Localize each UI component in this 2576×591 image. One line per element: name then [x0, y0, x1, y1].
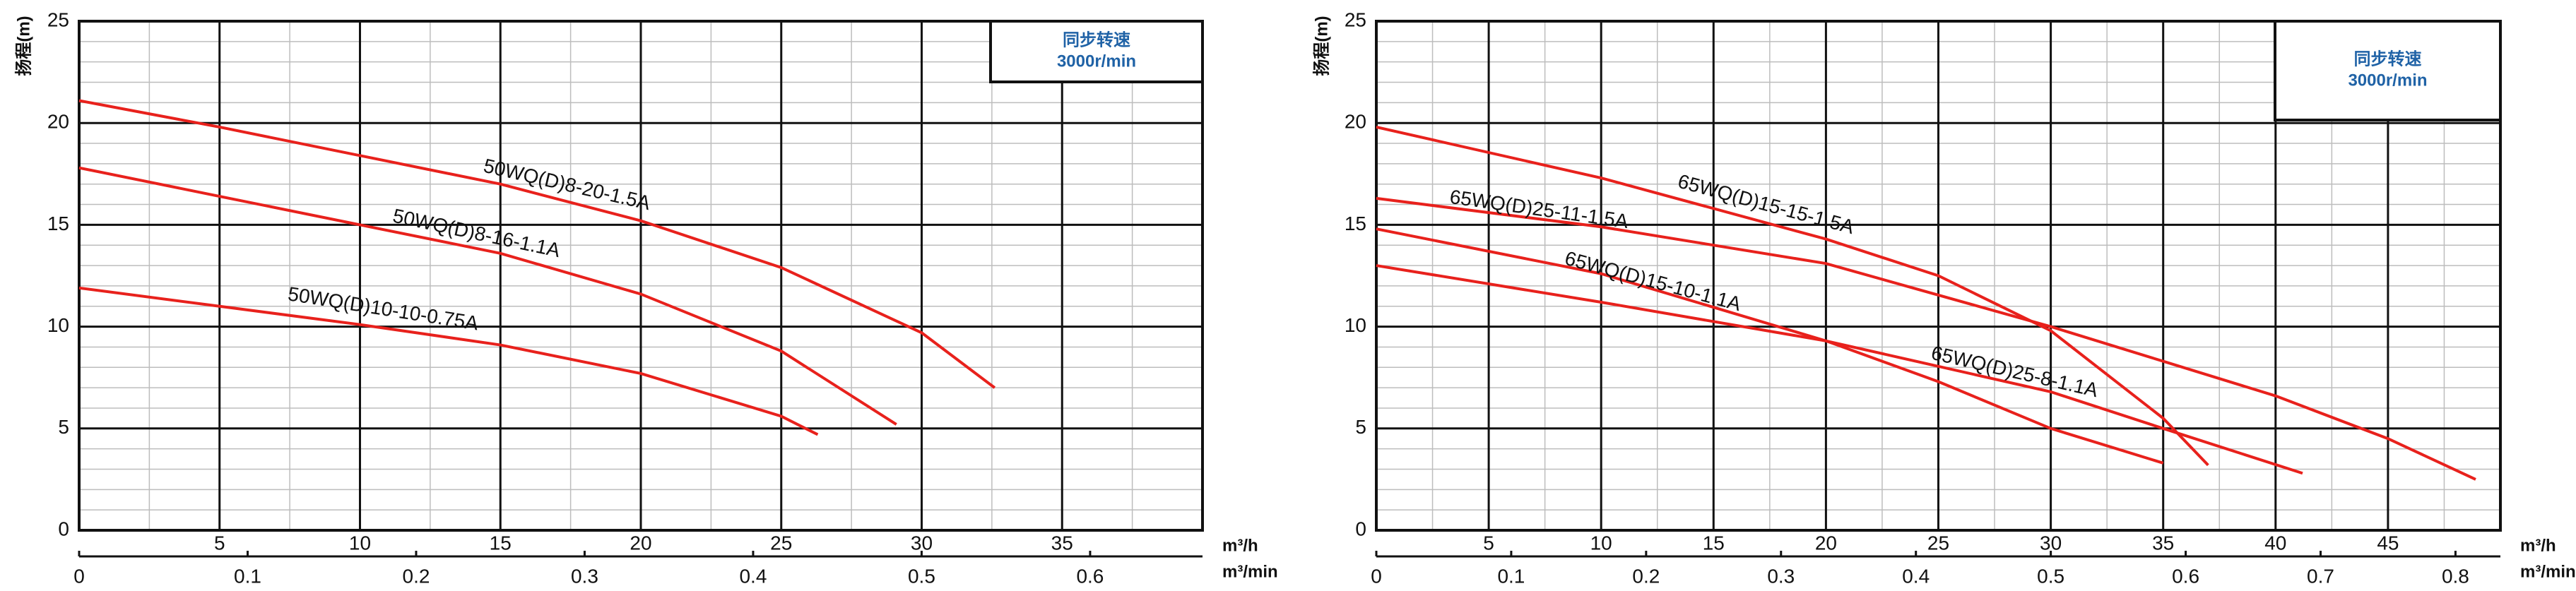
x2-axis-unit: m³/min	[1222, 562, 1278, 581]
y-tick-label: 15	[47, 213, 69, 234]
curve	[1376, 264, 2303, 475]
x-axis-unit: m³/h	[1222, 536, 1258, 555]
x2-tick-label: 0.5	[908, 565, 935, 587]
x-tick-label: 25	[1927, 532, 1949, 554]
x-tick-label: 40	[2264, 532, 2286, 554]
y-tick-label: 20	[47, 111, 69, 133]
x2-tick-label: 0.5	[2037, 565, 2064, 587]
x-tick-label: 5	[214, 532, 225, 554]
x-tick-label: 15	[1703, 532, 1725, 554]
x2-tick-label: 0.1	[234, 565, 261, 587]
x2-tick-label: 0.3	[1767, 565, 1795, 587]
y-tick-label: 5	[58, 416, 69, 438]
x-axis-unit: m³/h	[2520, 536, 2556, 555]
x-tick-label: 20	[630, 532, 651, 554]
plot-frame	[78, 20, 1204, 532]
x-tick-label: 35	[2152, 532, 2174, 554]
legend-title: 同步转速	[2354, 49, 2422, 68]
x2-tick-label: 0.4	[1902, 565, 1930, 587]
y-tick-label: 0	[58, 518, 69, 539]
x-tick-label: 5	[1483, 532, 1494, 554]
x-tick-label: 10	[1590, 532, 1612, 554]
x2-tick-label: 0	[1371, 565, 1382, 587]
curve-label: 50WQ(D)8-16-1.1A	[391, 205, 562, 262]
x2-tick-label: 0.3	[571, 565, 598, 587]
y-tick-label: 15	[1345, 213, 1366, 234]
plot-frame	[1375, 20, 2502, 532]
curve-label: 65WQ(D)15-10-1.1A	[1563, 247, 1744, 315]
legend-subtitle: 3000r/min	[2348, 71, 2427, 90]
legend-box	[989, 20, 1204, 83]
x-tick-label: 25	[770, 532, 792, 554]
x2-tick-label: 0.6	[1076, 565, 1104, 587]
x-tick-label: 30	[911, 532, 933, 554]
x2-tick-label: 0.2	[403, 565, 430, 587]
curve	[78, 166, 897, 426]
curve	[78, 286, 819, 436]
x2-tick-label: 0.6	[2172, 565, 2199, 587]
x-tick-label: 20	[1815, 532, 1837, 554]
x-tick-label: 10	[349, 532, 371, 554]
curve	[1376, 196, 2476, 481]
legend-title: 同步转速	[1063, 30, 1130, 49]
y-tick-label: 25	[1345, 8, 1366, 30]
curve	[1376, 126, 2209, 467]
y-axis-label: 扬程(m)	[1312, 16, 1331, 76]
curve	[1376, 227, 2164, 465]
x2-axis-unit: m³/min	[2520, 562, 2576, 581]
y-tick-label: 20	[1345, 111, 1366, 133]
x-tick-label: 35	[1051, 532, 1073, 554]
y-tick-label: 10	[1345, 314, 1366, 336]
y-tick-label: 25	[47, 8, 69, 30]
y-tick-label: 5	[1355, 416, 1366, 438]
x2-tick-label: 0.2	[1632, 565, 1660, 587]
legend-subtitle: 3000r/min	[1057, 52, 1136, 71]
x2-tick-label: 0.7	[2307, 565, 2334, 587]
x2-tick-label: 0.1	[1497, 565, 1525, 587]
x2-tick-label: 0	[73, 565, 85, 587]
x2-tick-label: 0.4	[739, 565, 767, 587]
x-tick-label: 45	[2377, 532, 2399, 554]
y-tick-label: 10	[47, 314, 69, 336]
legend-box	[2274, 20, 2502, 121]
x-tick-label: 15	[490, 532, 512, 554]
x-tick-label: 30	[2040, 532, 2062, 554]
curve	[78, 99, 996, 389]
y-tick-label: 0	[1355, 518, 1366, 539]
x2-tick-label: 0.8	[2442, 565, 2469, 587]
y-axis-label: 扬程(m)	[14, 16, 33, 76]
